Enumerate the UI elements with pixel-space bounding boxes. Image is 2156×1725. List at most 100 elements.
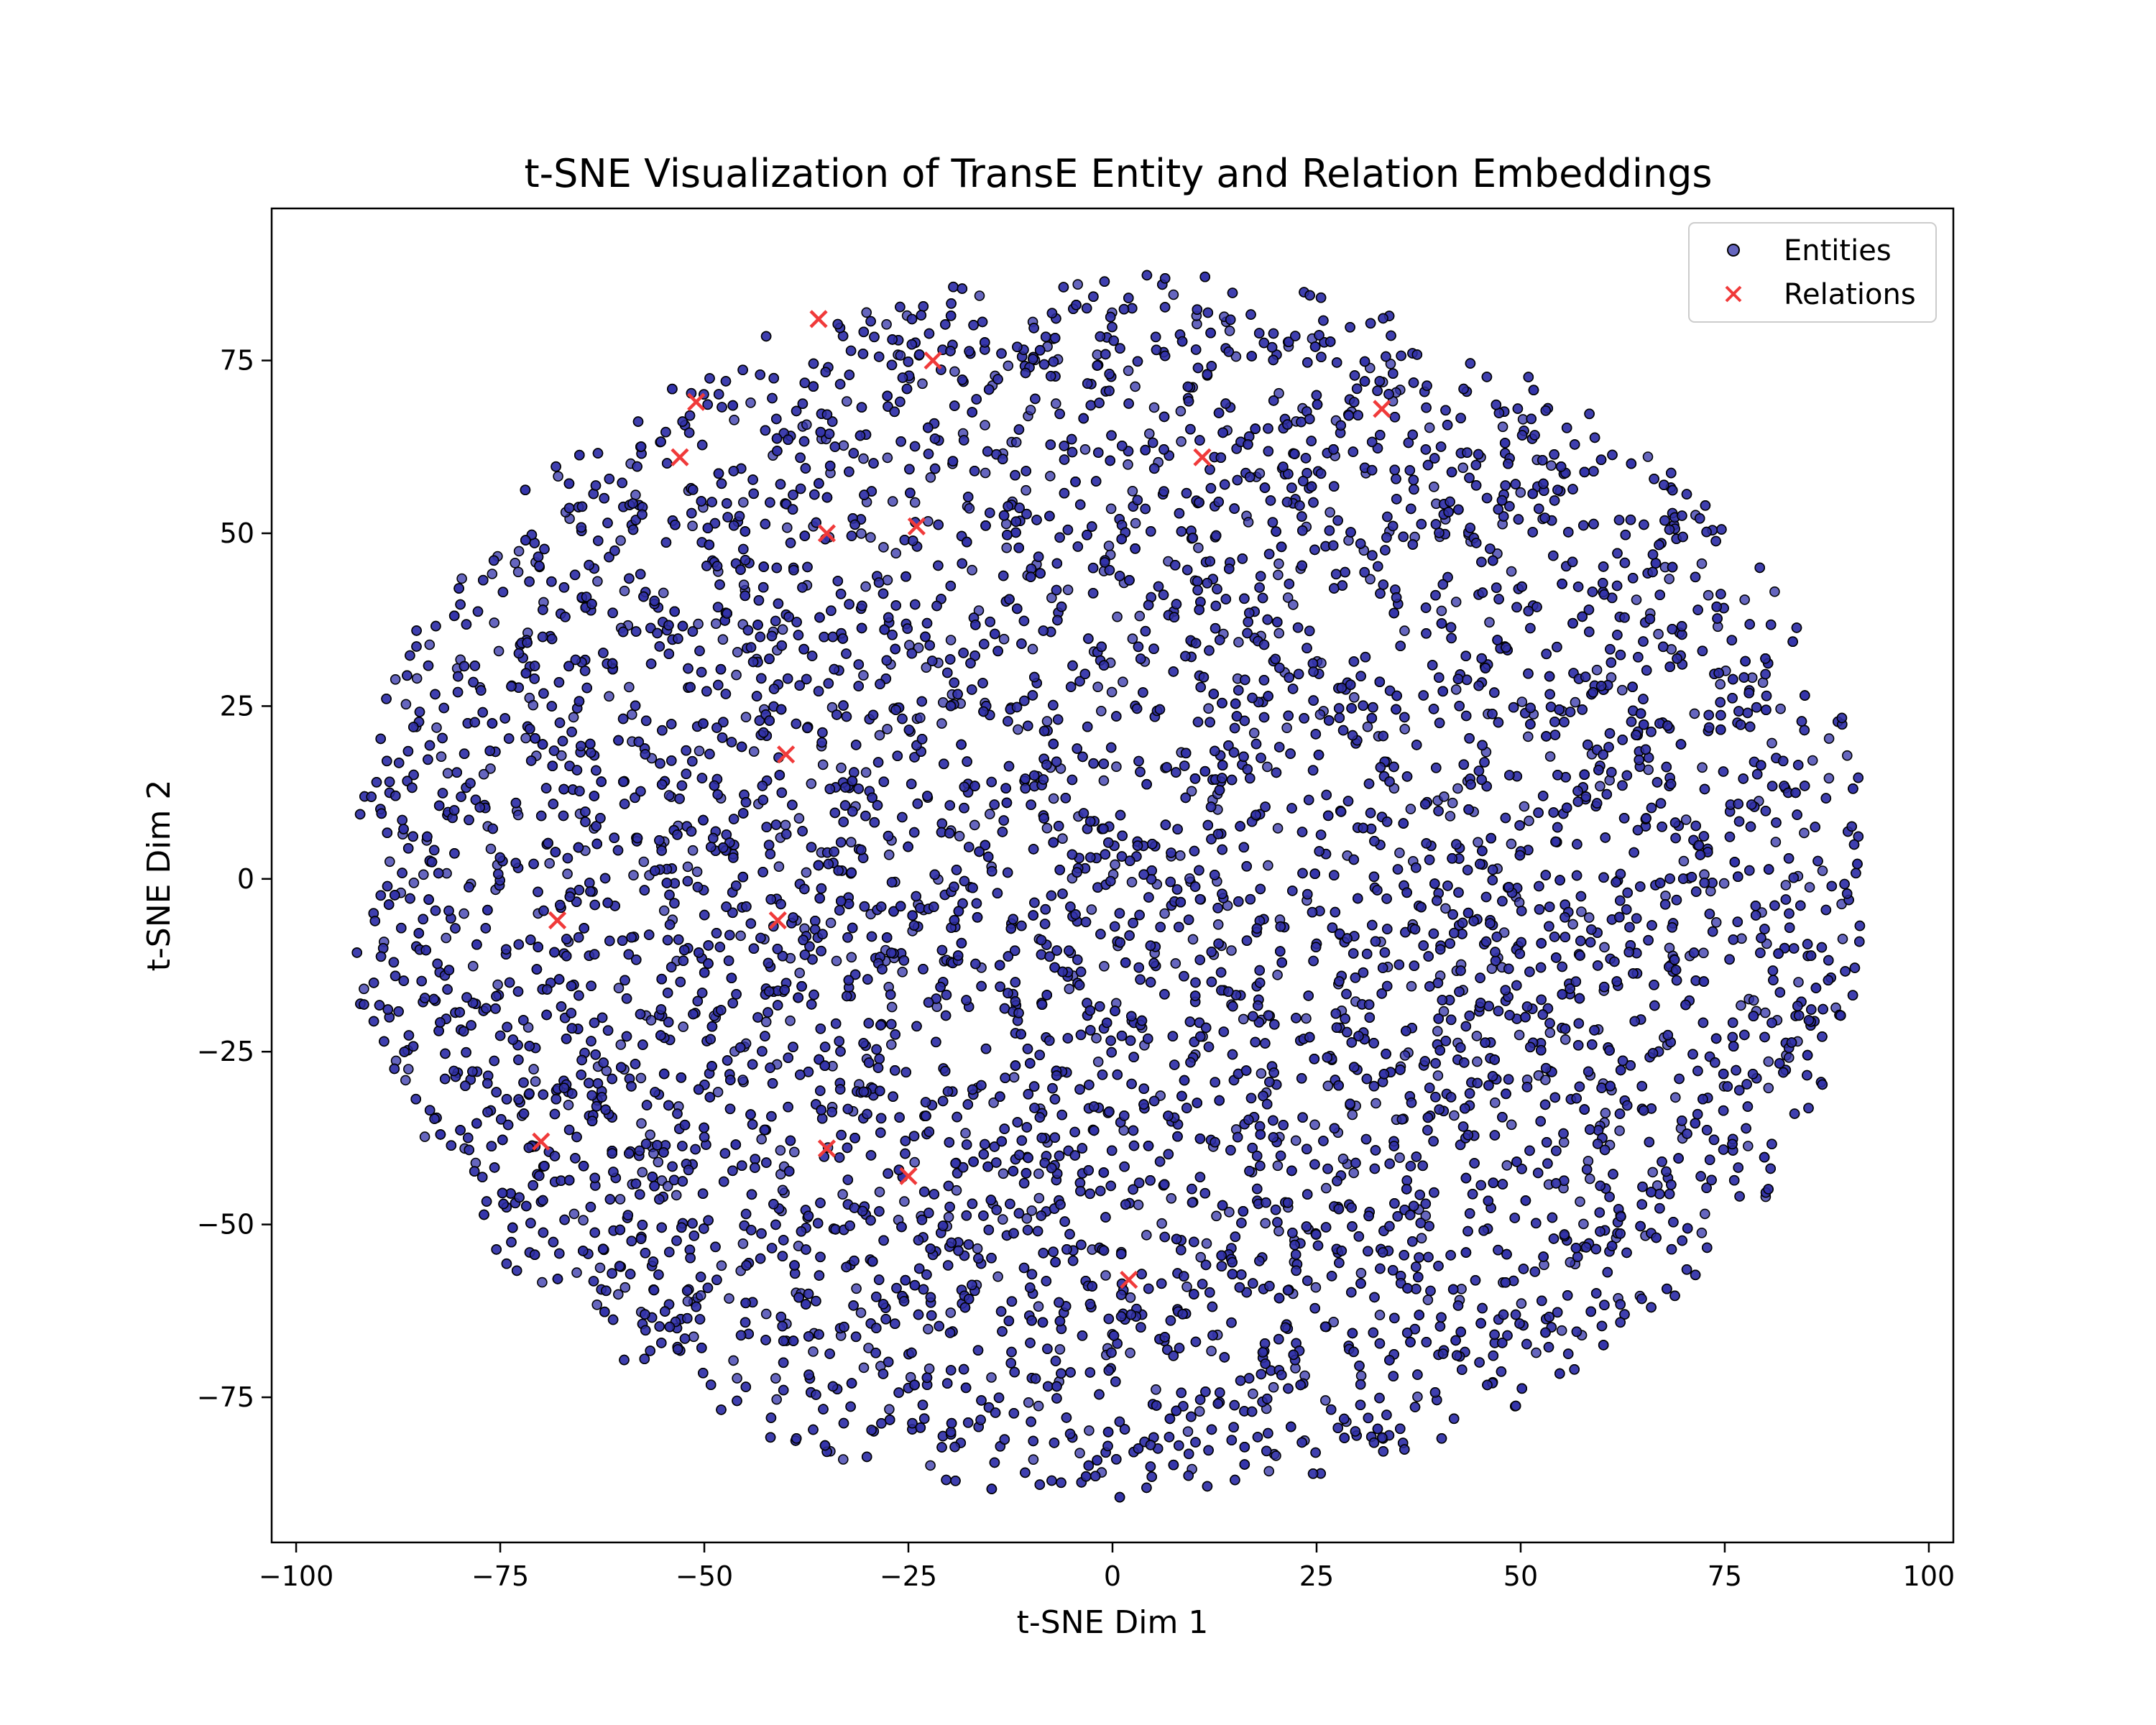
entity-point (1176, 436, 1187, 447)
entity-point (1118, 676, 1128, 688)
entity-point (775, 1145, 786, 1156)
entity-point (1134, 610, 1146, 622)
entity-point (1003, 360, 1014, 372)
entity-point (760, 1016, 772, 1028)
entity-point (980, 420, 990, 431)
entity-point (1027, 643, 1038, 655)
entity-point (400, 699, 412, 710)
entity-point (1780, 880, 1792, 891)
entity-point (1159, 908, 1170, 919)
entity-point (1575, 1196, 1585, 1208)
entity-point (1013, 724, 1023, 735)
entity-point (1544, 1027, 1556, 1039)
entity-point (760, 1308, 772, 1320)
entity-point (613, 983, 625, 993)
entity-point (1516, 1298, 1527, 1309)
entity-point (1471, 1031, 1483, 1041)
entity-point (1396, 1114, 1408, 1125)
entity-point (1062, 584, 1074, 596)
entity-point (1103, 540, 1115, 551)
entity-point (1184, 873, 1195, 884)
entity-point (1127, 485, 1138, 497)
entity-point (1106, 686, 1118, 698)
entity-point (1715, 678, 1726, 690)
entity-point (1010, 436, 1022, 448)
entity-point (1394, 1152, 1405, 1163)
entity-point (1008, 1072, 1020, 1083)
entity-point (1023, 1397, 1034, 1408)
entity-point (1473, 837, 1483, 848)
entity-point (467, 960, 479, 972)
entity-point (510, 557, 521, 569)
entity-point (1703, 589, 1714, 601)
entity-point (1399, 1050, 1411, 1061)
entity-point (402, 1064, 414, 1075)
entity-point (737, 1075, 748, 1085)
entity-point (1021, 1213, 1033, 1224)
entity-point (842, 396, 852, 407)
entity-point (571, 1267, 582, 1278)
entity-point (1263, 1466, 1274, 1477)
entity-point (825, 917, 837, 929)
entity-point (801, 419, 812, 431)
entity-point (645, 1015, 657, 1026)
entity-point (1271, 1450, 1281, 1461)
entity-point (653, 1156, 664, 1168)
entity-point (943, 1212, 954, 1223)
entity-point (1617, 684, 1628, 696)
entity-point (1416, 1233, 1427, 1243)
entity-point (782, 522, 793, 533)
entity-point (817, 759, 829, 770)
entity-point (1394, 847, 1405, 858)
entity-point (1698, 947, 1709, 959)
entity-point (1412, 1392, 1423, 1402)
entity-point (1000, 518, 1012, 530)
entity-point (512, 566, 524, 578)
entity-point (691, 866, 703, 878)
entity-point (1647, 1167, 1658, 1178)
entity-point (1440, 903, 1451, 914)
entity-point (858, 670, 869, 681)
entity-point (562, 868, 573, 880)
entity-point (1422, 1294, 1434, 1305)
entity-point (1226, 945, 1237, 956)
entity-point (858, 1362, 870, 1374)
entity-point (1689, 708, 1700, 719)
entity-point (1130, 518, 1141, 529)
entity-point (636, 1118, 647, 1129)
entity-point (390, 673, 401, 685)
entity-point (794, 967, 805, 978)
entity-point (1355, 1268, 1367, 1279)
entity-point (1263, 860, 1273, 871)
entity-point (1033, 1192, 1045, 1204)
entity-point (1700, 1208, 1710, 1220)
entity-point (1288, 599, 1299, 610)
entities-series (351, 270, 1866, 1503)
entity-point (528, 699, 539, 711)
entity-point (591, 1300, 603, 1310)
entity-point (909, 497, 921, 508)
entity-point (1374, 1310, 1386, 1320)
entity-point (1099, 961, 1110, 972)
entity-point (1429, 481, 1439, 492)
entity-point (1823, 733, 1835, 744)
entity-point (1599, 942, 1610, 953)
entity-point (485, 843, 497, 855)
entity-point (777, 1184, 788, 1196)
entity-point (773, 861, 785, 872)
entity-point (628, 870, 639, 880)
entity-point (1203, 703, 1214, 714)
entity-point (592, 576, 603, 587)
entity-point (1449, 1110, 1460, 1121)
entity-point (1515, 487, 1526, 498)
entity-point (1595, 781, 1606, 792)
entity-point (662, 1181, 673, 1192)
entity-point (882, 452, 893, 464)
entity-point (1558, 1137, 1570, 1148)
entity-point (1450, 684, 1462, 695)
entity-point (1583, 912, 1595, 923)
entity-point (436, 751, 447, 762)
entity-point (806, 778, 817, 789)
entity-point (985, 809, 995, 819)
entity-point (1130, 381, 1141, 392)
